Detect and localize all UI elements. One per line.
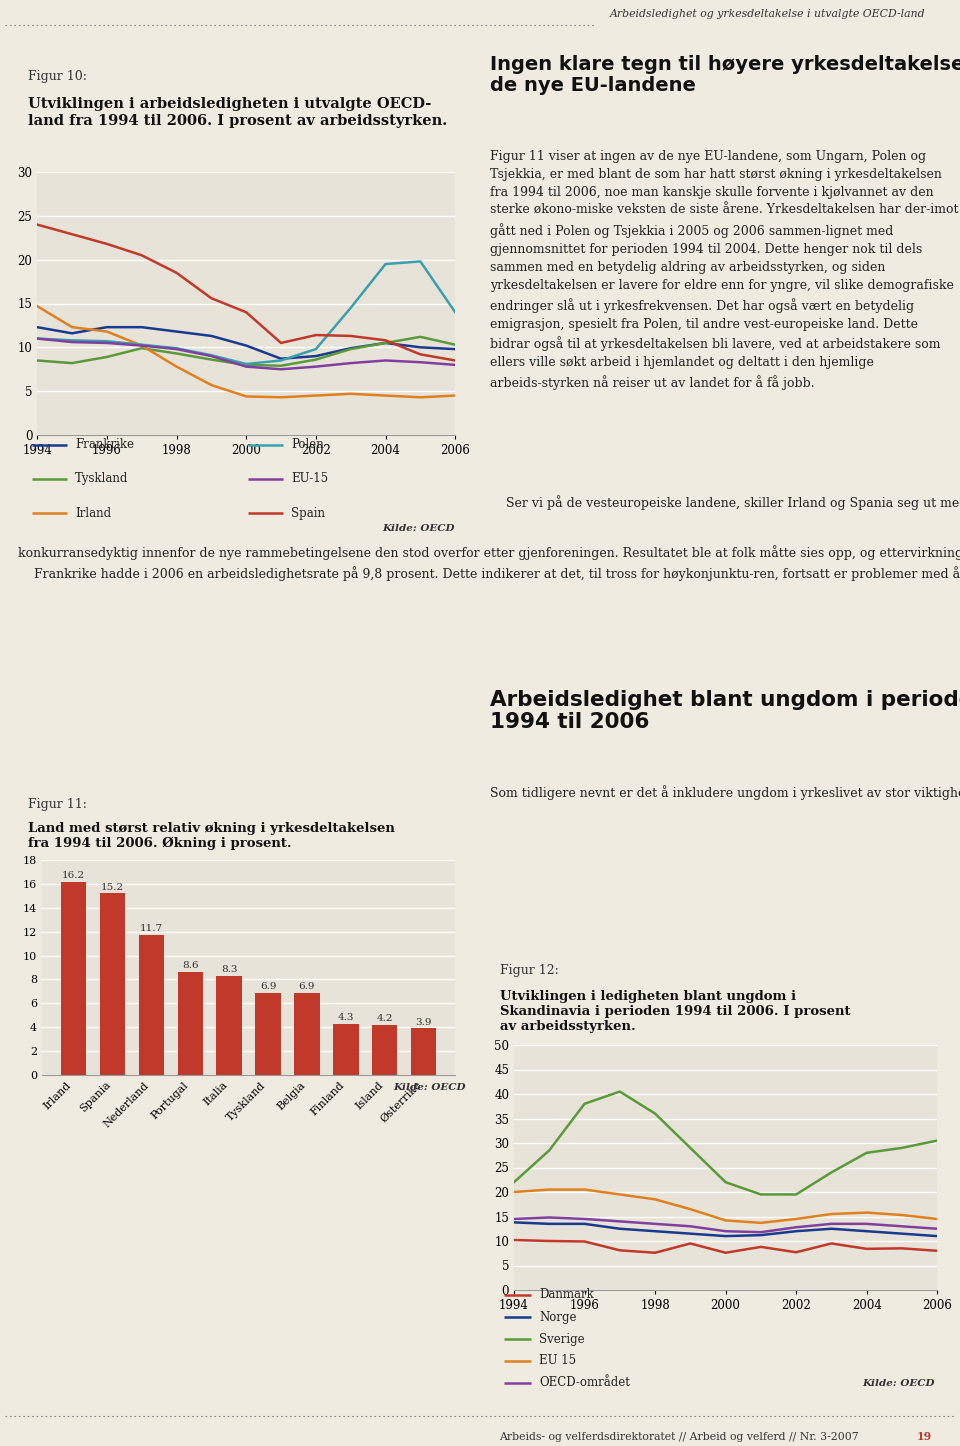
Text: 3.9: 3.9 (416, 1018, 432, 1027)
Text: Irland: Irland (75, 506, 111, 519)
Text: Danmark: Danmark (540, 1288, 594, 1301)
Bar (178, 972, 203, 1074)
Text: Ser vi på de vesteuropeiske landene, skiller Irland og Spania seg ut med størst : Ser vi på de vesteuropeiske landene, ski… (490, 495, 960, 510)
Text: Ingen klare tegn til høyere yrkesdeltakelse i
de nye EU-landene: Ingen klare tegn til høyere yrkesdeltake… (490, 55, 960, 95)
Text: 8.6: 8.6 (182, 962, 199, 970)
Text: konkurransedyktig innenfor de nye rammebetingelsene den stod overfor etter gjenf: konkurransedyktig innenfor de nye rammeb… (18, 545, 960, 581)
Bar (217, 976, 242, 1074)
Bar (295, 992, 320, 1074)
Text: 19: 19 (917, 1432, 932, 1443)
Text: Polen: Polen (292, 438, 324, 451)
Bar (100, 894, 125, 1074)
Text: OECD-området: OECD-området (540, 1377, 631, 1390)
Text: Kilde: OECD: Kilde: OECD (394, 1083, 467, 1092)
Text: 6.9: 6.9 (260, 982, 276, 991)
Text: Arbeids- og velferdsdirektoratet // Arbeid og velferd // Nr. 3-2007: Arbeids- og velferdsdirektoratet // Arbe… (499, 1432, 859, 1442)
Text: Figur 11:: Figur 11: (28, 798, 86, 811)
Text: 11.7: 11.7 (140, 924, 163, 934)
Text: Kilde: OECD: Kilde: OECD (382, 523, 455, 534)
Text: EU-15: EU-15 (292, 473, 328, 486)
Text: 16.2: 16.2 (61, 870, 85, 879)
Text: Frankrike: Frankrike (75, 438, 134, 451)
Text: 15.2: 15.2 (101, 882, 124, 892)
Bar (372, 1025, 397, 1074)
Text: Utviklingen i arbeidsledigheten i utvalgte OECD-
land fra 1994 til 2006. I prose: Utviklingen i arbeidsledigheten i utvalg… (28, 97, 446, 127)
Text: Arbeidsledighet blant ungdom i perioden
1994 til 2006: Arbeidsledighet blant ungdom i perioden … (490, 690, 960, 732)
Text: 4.2: 4.2 (376, 1014, 393, 1022)
Text: EU 15: EU 15 (540, 1355, 577, 1368)
Bar (60, 882, 86, 1074)
Text: Figur 12:: Figur 12: (499, 963, 559, 976)
Text: Figur 10:: Figur 10: (28, 69, 86, 82)
Text: 6.9: 6.9 (299, 982, 315, 991)
Text: Land med størst relativ økning i yrkesdeltakelsen
fra 1994 til 2006. Økning i pr: Land med størst relativ økning i yrkesde… (28, 821, 395, 850)
Bar (333, 1024, 359, 1074)
Text: Arbeidsledighet og yrkesdeltakelse i utvalgte OECD-land: Arbeidsledighet og yrkesdeltakelse i utv… (610, 9, 925, 19)
Bar (255, 992, 280, 1074)
Text: Utviklingen i ledigheten blant ungdom i
Skandinavia i perioden 1994 til 2006. I : Utviklingen i ledigheten blant ungdom i … (499, 991, 851, 1032)
Bar (138, 936, 164, 1074)
Text: Spain: Spain (292, 506, 325, 519)
Text: 8.3: 8.3 (221, 964, 237, 975)
Bar (411, 1028, 437, 1074)
Text: Som tidligere nevnt er det å inkludere ungdom i yrkeslivet av stor viktighet, bå: Som tidligere nevnt er det å inkludere u… (490, 785, 960, 800)
Text: Tyskland: Tyskland (75, 473, 129, 486)
Text: Norge: Norge (540, 1310, 577, 1323)
Text: Sverige: Sverige (540, 1333, 585, 1345)
Text: Kilde: OECD: Kilde: OECD (862, 1379, 935, 1388)
Text: 4.3: 4.3 (338, 1012, 354, 1022)
Text: Figur 11 viser at ingen av de nye EU-landene, som Ungarn, Polen og Tsjekkia, er : Figur 11 viser at ingen av de nye EU-lan… (490, 150, 958, 390)
